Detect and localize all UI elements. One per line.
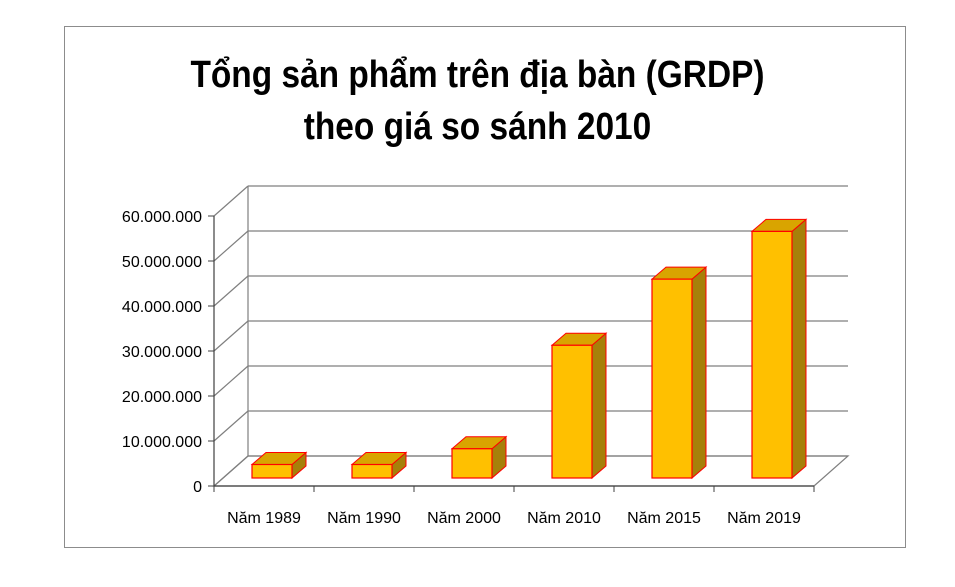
label-layer: 0 10.000.000 20.000.000 30.000.000 40.000.00…	[122, 209, 801, 527]
y-tick-label: 0	[193, 479, 202, 496]
y-tick-label: 50.000.000	[122, 254, 202, 271]
y-tick-label: 60.000.000	[122, 209, 202, 226]
y-tick-label: 20.000.000	[122, 389, 202, 406]
axis-layer	[208, 215, 815, 492]
gridline-depth	[213, 185, 249, 217]
bar-side	[691, 266, 707, 480]
bar-front	[751, 230, 793, 479]
bar	[450, 435, 508, 480]
bar-front	[651, 278, 693, 479]
bar	[350, 451, 408, 480]
x-tick-label: Năm 2015	[627, 510, 701, 527]
gridline-depth	[213, 275, 249, 307]
x-tick-label: Năm 1990	[327, 510, 401, 527]
x-tick-label: Năm 2000	[427, 510, 501, 527]
chart-title-line-1: Tổng sản phẩm trên địa bàn (GRDP)	[190, 54, 765, 96]
bar-front	[351, 463, 393, 479]
gridline-depth	[213, 365, 249, 397]
bar-side	[591, 332, 607, 480]
bar	[650, 266, 708, 480]
chart-title-line-2: theo giá so sánh 2010	[303, 106, 652, 148]
bar-front	[551, 344, 593, 479]
y-tick-label: 10.000.000	[122, 434, 202, 451]
x-tick-label: Năm 1989	[227, 510, 301, 527]
bar-layer	[250, 218, 808, 480]
bar	[250, 451, 308, 480]
bar-front	[451, 448, 493, 479]
y-tick-label: 40.000.000	[122, 299, 202, 316]
y-tick-label: 30.000.000	[122, 344, 202, 361]
gridline-depth	[213, 320, 249, 352]
gridline-depth	[213, 410, 249, 442]
x-tick-label: Năm 2010	[527, 510, 601, 527]
bar	[750, 218, 808, 480]
bar-side	[791, 218, 807, 480]
bar	[550, 332, 608, 480]
x-tick-label: Năm 2019	[727, 510, 801, 527]
bar-front	[251, 463, 293, 479]
gridline-depth	[213, 230, 249, 262]
grid-layer	[212, 185, 850, 487]
